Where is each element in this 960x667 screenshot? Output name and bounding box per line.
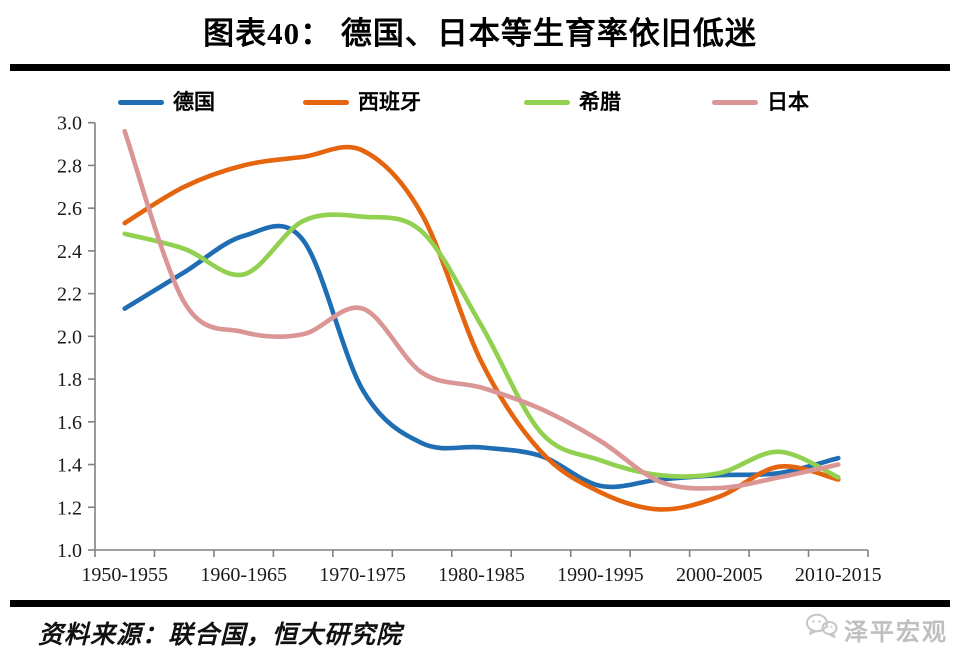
y-tick-label: 2.2 [57,284,82,306]
x-tick-label: 1960-1965 [200,564,287,586]
legend-label-greece: 希腊 [579,90,621,114]
y-tick-label: 1.6 [57,412,82,434]
y-tick-label: 1.8 [57,369,82,391]
watermark-label: 泽平宏观 [844,619,948,646]
series-line-germany [122,223,841,490]
legend-item-germany: 德国 [118,88,215,116]
legend-item-greece: 希腊 [524,88,621,116]
legend-label-spain: 西班牙 [358,90,421,114]
legend-swatch-germany [118,99,164,105]
legend-swatch-japan [712,99,758,105]
watermark: 泽平宏观 [804,612,948,647]
fertility-line-chart: 1.0 1.2 1.4 1.6 1.8 2.0 2.2 2.4 2.6 2.8 3.0 1950-19… [57,113,882,586]
x-tick-label: 2010-2015 [795,564,882,586]
legend-item-japan: 日本 [712,88,809,116]
series-line-japan [122,128,841,491]
x-tick-label: 2000-2005 [676,564,763,586]
series-line-spain [122,144,841,512]
x-tick-label: 1980-1985 [438,564,525,586]
y-tick-label: 2.6 [57,198,82,220]
footer-divider-rule [10,600,950,607]
y-tick-label: 1.0 [57,540,82,562]
wechat-chat-bubbles-icon [804,613,838,646]
page-title: 图表40： 德国、日本等生育率依旧低迷 [203,16,757,51]
x-tick-label: 1950-1955 [81,564,168,586]
series-line-greece [122,212,841,480]
y-tick-label: 1.2 [57,497,82,519]
source-note: 资料来源：联合国，恒大研究院 [38,622,403,649]
y-tick-label: 1.4 [57,455,82,477]
y-tick-label: 2.8 [57,155,82,177]
x-tick-label: 1990-1995 [557,564,644,586]
y-tick-label: 2.4 [57,241,82,263]
legend-label-germany: 德国 [173,90,215,114]
axis-frame [94,122,868,551]
legend-item-spain: 西班牙 [303,88,421,116]
y-tick-label: 2.0 [57,326,82,348]
legend-label-japan: 日本 [767,90,809,114]
title-divider-rule [10,64,950,71]
legend-swatch-greece [524,99,570,105]
x-tick-label: 1970-1975 [319,564,406,586]
legend-swatch-spain [303,99,349,105]
chart-legend: 德国 西班牙 希腊 日本 [0,88,960,116]
y-tick-label: 3.0 [57,113,82,135]
